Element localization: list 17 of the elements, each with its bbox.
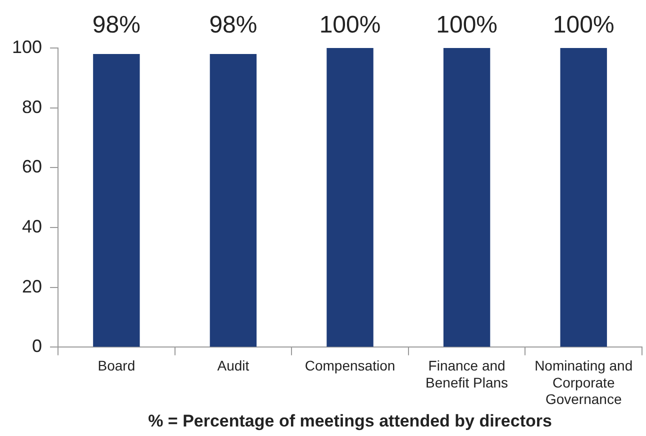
y-tick-label: 80 (22, 96, 42, 117)
x-tick-label: Compensation (304, 357, 396, 374)
y-tick-label: 0 (32, 336, 42, 356)
x-tick-label: Board (98, 357, 136, 374)
data-label: 98% (209, 12, 258, 39)
y-tick-label: 40 (22, 216, 42, 236)
y-tick-label: 60 (22, 156, 42, 177)
y-tick-label: 20 (22, 276, 42, 296)
x-tick-label: Nominating and Corporate Governance (534, 357, 633, 408)
data-label: 100% (319, 12, 381, 39)
x-tick-label: Finance and Benefit Plans (426, 357, 508, 390)
y-tick-label: 100 (12, 36, 42, 57)
data-label: 100% (552, 12, 614, 39)
data-label: 98% (92, 12, 140, 39)
x-axis-title: % = Percentage of meetings attended by directors (148, 411, 552, 430)
data-label: 100% (436, 12, 498, 39)
x-tick-label: Audit (217, 357, 250, 374)
